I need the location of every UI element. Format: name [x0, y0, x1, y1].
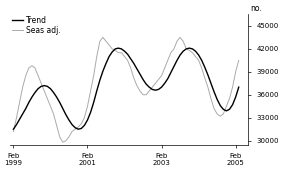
Trend — [12, 128, 15, 130]
Seas adj. — [58, 136, 61, 138]
Trend — [237, 86, 241, 88]
Seas adj. — [64, 140, 68, 142]
Line: Trend: Trend — [13, 48, 239, 129]
Seas adj. — [141, 94, 145, 96]
Legend: Trend, Seas adj.: Trend, Seas adj. — [11, 15, 62, 36]
Seas adj. — [61, 141, 65, 143]
Text: no.: no. — [250, 4, 262, 13]
Trend — [138, 73, 142, 75]
Seas adj. — [237, 59, 241, 61]
Line: Seas adj.: Seas adj. — [13, 37, 239, 142]
Trend — [86, 119, 89, 121]
Trend — [218, 105, 222, 107]
Seas adj. — [222, 113, 225, 115]
Trend — [141, 79, 145, 81]
Trend — [58, 101, 61, 104]
Seas adj. — [12, 131, 15, 133]
Seas adj. — [89, 90, 92, 92]
Seas adj. — [144, 94, 148, 96]
Trend — [117, 47, 120, 49]
Seas adj. — [101, 36, 105, 38]
Trend — [61, 108, 65, 110]
